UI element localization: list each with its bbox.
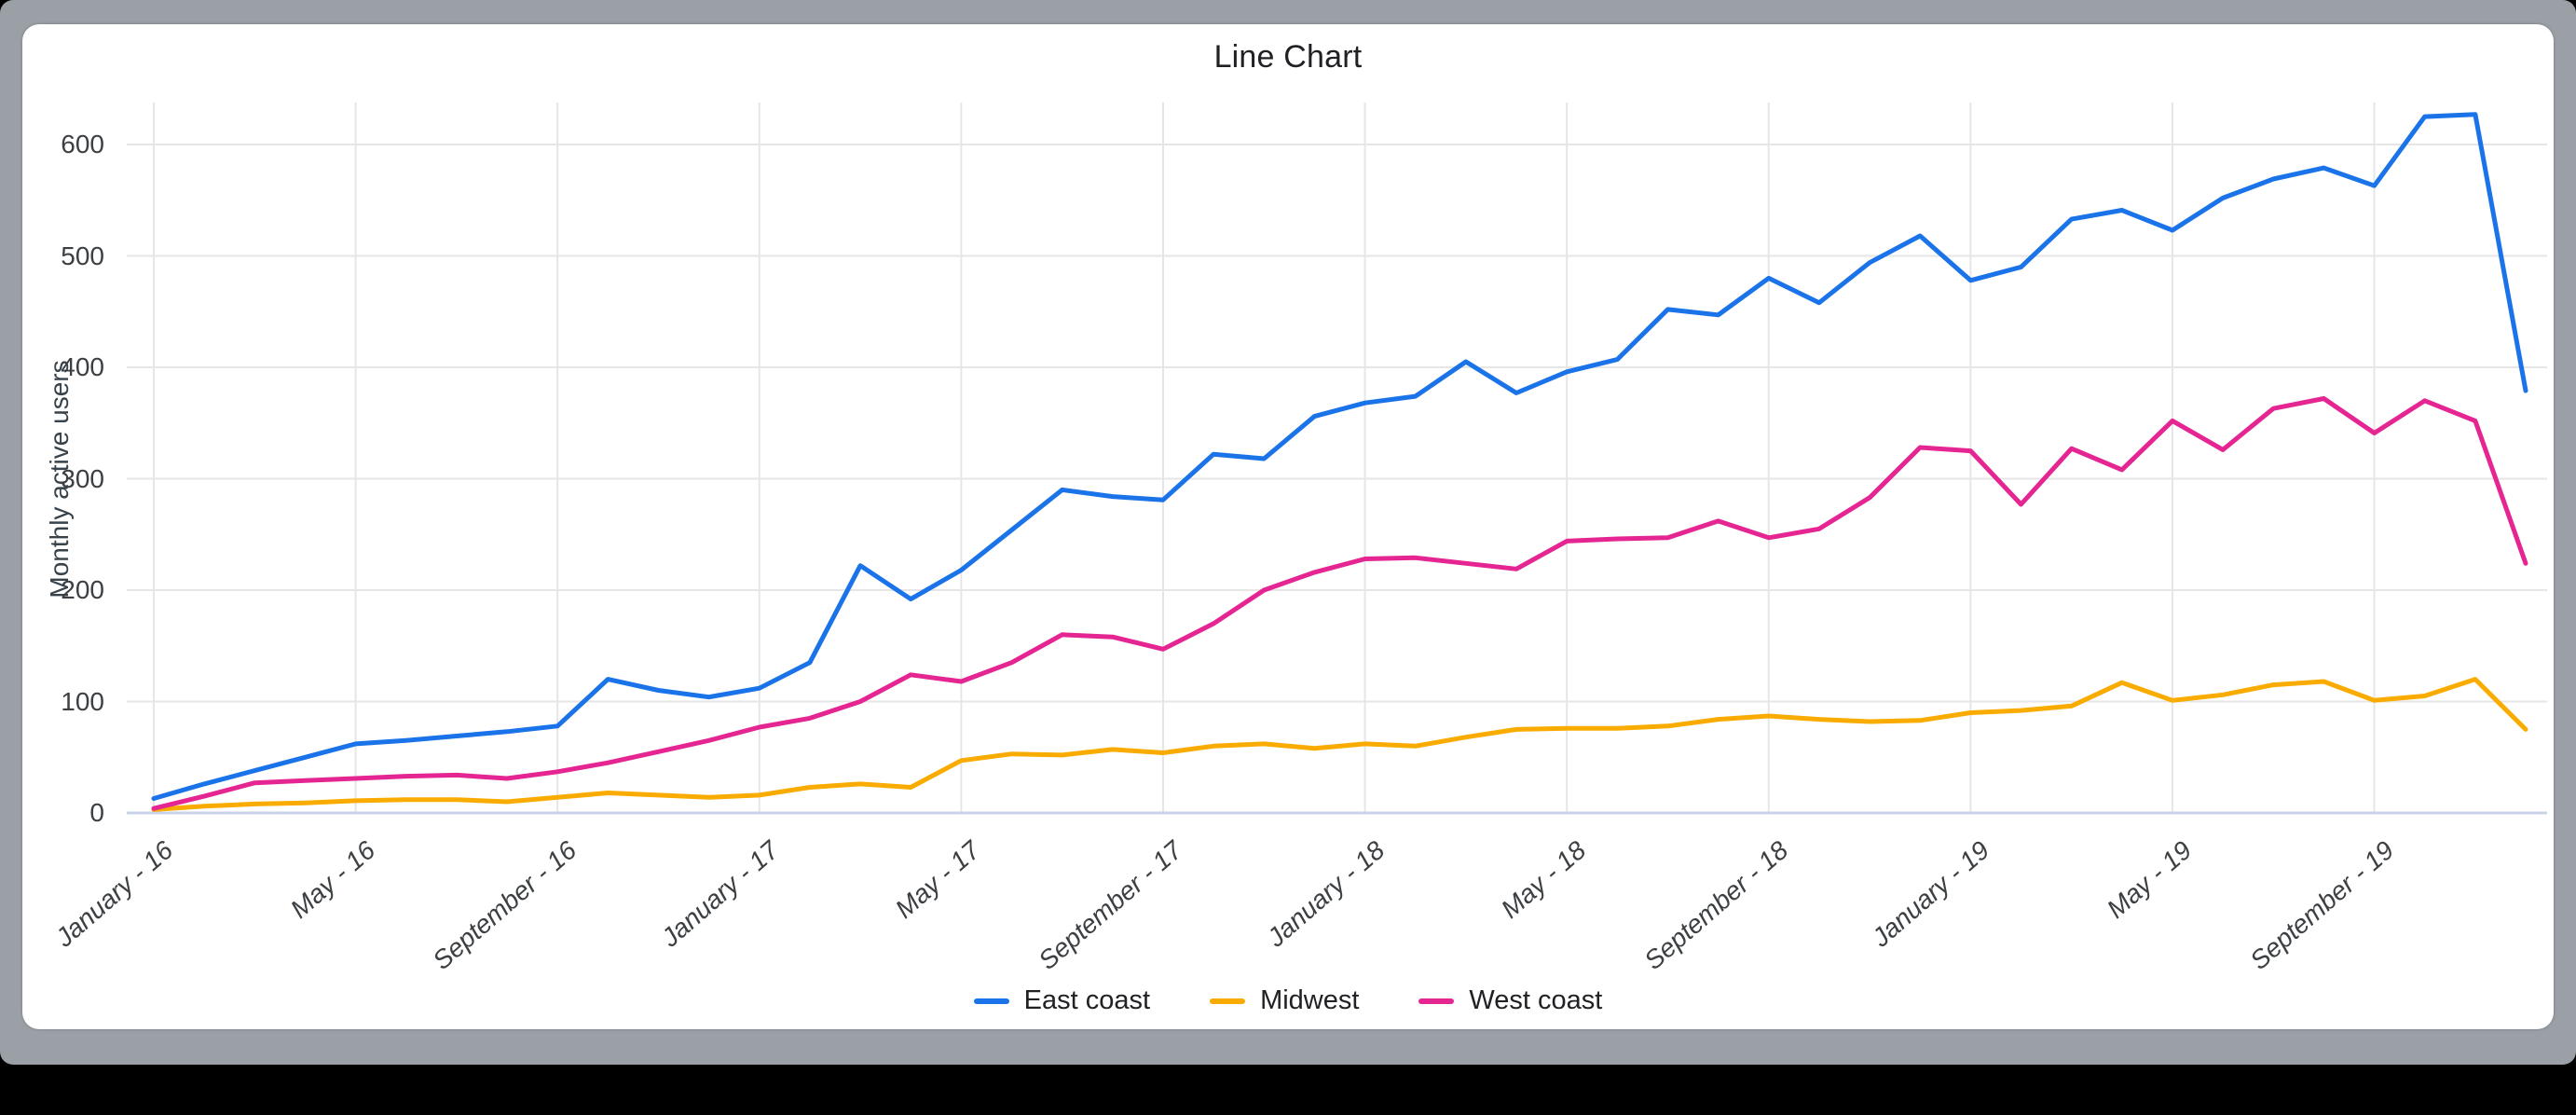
- y-tick-label: 600: [61, 130, 104, 158]
- legend-item-east-coast: East coast: [973, 985, 1151, 1016]
- chart-card: Line Chart Monthly active users 0 100 200 3…: [22, 24, 2554, 1029]
- legend-label: East coast: [1023, 985, 1151, 1015]
- legend-item-west-coast: West coast: [1418, 985, 1602, 1016]
- y-tick-label: 0: [89, 798, 104, 827]
- y-tick-label: 400: [61, 352, 104, 381]
- legend-swatch-icon: [1418, 998, 1455, 1004]
- legend-swatch-icon: [973, 998, 1009, 1004]
- legend-label: Midwest: [1260, 985, 1360, 1015]
- series-line-east-coast: [151, 112, 2528, 801]
- y-tick-label: 300: [61, 463, 104, 493]
- legend-item-midwest: Midwest: [1210, 985, 1359, 1016]
- legend-swatch-icon: [1210, 998, 1246, 1004]
- series-line-west-coast: [151, 396, 2528, 811]
- y-tick-label: 200: [61, 575, 104, 604]
- chart-canvas: [127, 103, 2547, 815]
- y-tick-label: 500: [61, 241, 104, 270]
- legend-label: West coast: [1469, 985, 1603, 1015]
- chart-legend: East coast Midwest West coast: [22, 985, 2554, 1016]
- series-line-midwest: [151, 677, 2528, 812]
- chart-title: Line Chart: [1213, 39, 1363, 75]
- y-tick-label: 100: [61, 686, 104, 716]
